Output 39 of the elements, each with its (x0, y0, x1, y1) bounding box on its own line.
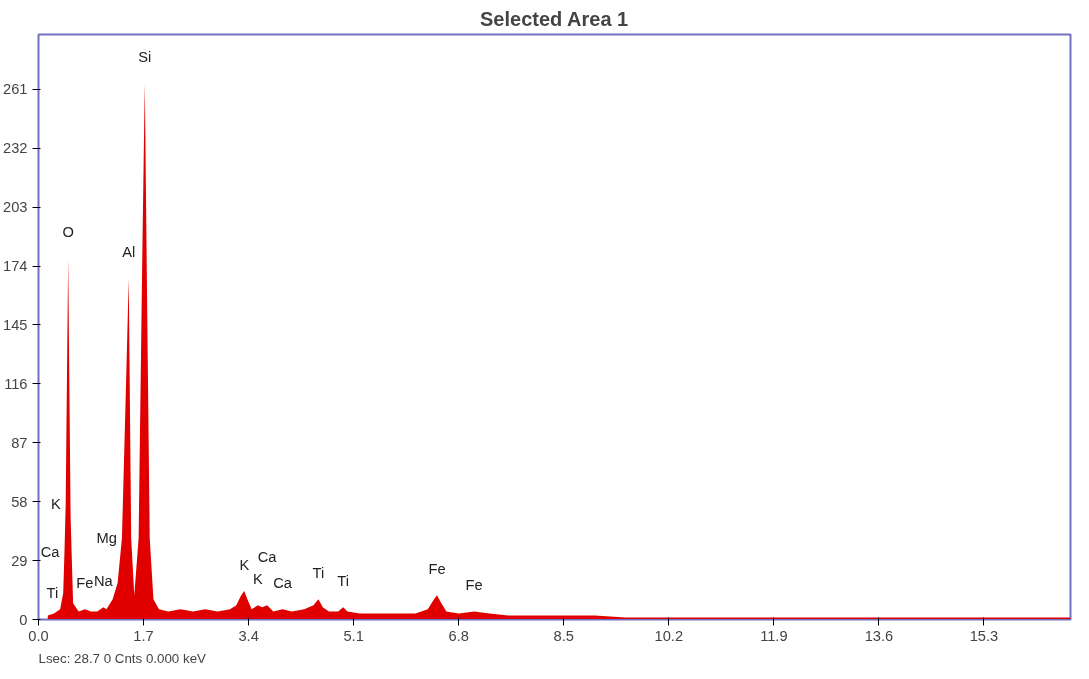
y-tick-label: 261 (3, 81, 28, 98)
y-tick-label: 116 (4, 375, 28, 392)
annotation: Na (94, 573, 114, 590)
x-tick-label: 10.2 (654, 627, 684, 644)
x-tick-label: 5.1 (343, 627, 364, 644)
annotation: Ti (312, 565, 325, 582)
y-tick-label: 145 (3, 316, 28, 333)
annotation: Fe (428, 561, 446, 578)
x-tick-label: 13.6 (864, 627, 894, 644)
annotation: Ca (273, 575, 293, 592)
chart-title: Selected Area 1 (480, 7, 629, 30)
x-tick-label: 8.5 (553, 627, 574, 644)
x-tick-label: 15.3 (969, 627, 999, 644)
y-tick-label: 203 (3, 199, 28, 216)
annotation: Ca (40, 544, 61, 561)
y-tick-label: 0 (19, 611, 28, 628)
x-tick-label: 11.9 (760, 627, 788, 644)
y-tick-label: 87 (11, 434, 28, 451)
y-tick-label: 232 (3, 140, 28, 157)
x-tick-label: 1.7 (133, 627, 154, 644)
annotation: Fe (76, 575, 94, 592)
annotation: K (50, 495, 61, 512)
annotation: K (252, 571, 263, 588)
y-tick-label: 174 (3, 258, 28, 275)
text: Lsec: 28.7 0 Cnts 0.000 keV (38, 650, 207, 666)
y-tick-label: 29 (11, 552, 28, 569)
annotation: Ca (257, 549, 278, 566)
annotation: Ti (337, 573, 349, 590)
annotation: Fe (465, 577, 483, 594)
annotation: O (62, 223, 74, 240)
x-tick-label: 6.8 (448, 627, 469, 644)
annotation: K (239, 557, 250, 574)
x-tick-label: 0.0 (28, 627, 49, 644)
x-tick-label: 3.4 (238, 627, 259, 644)
annotation: Ti (46, 585, 59, 602)
annotation: Si (138, 49, 152, 66)
annotation: Mg (96, 530, 117, 547)
y-tick-label: 58 (11, 493, 28, 510)
annotation: Al (122, 244, 136, 261)
